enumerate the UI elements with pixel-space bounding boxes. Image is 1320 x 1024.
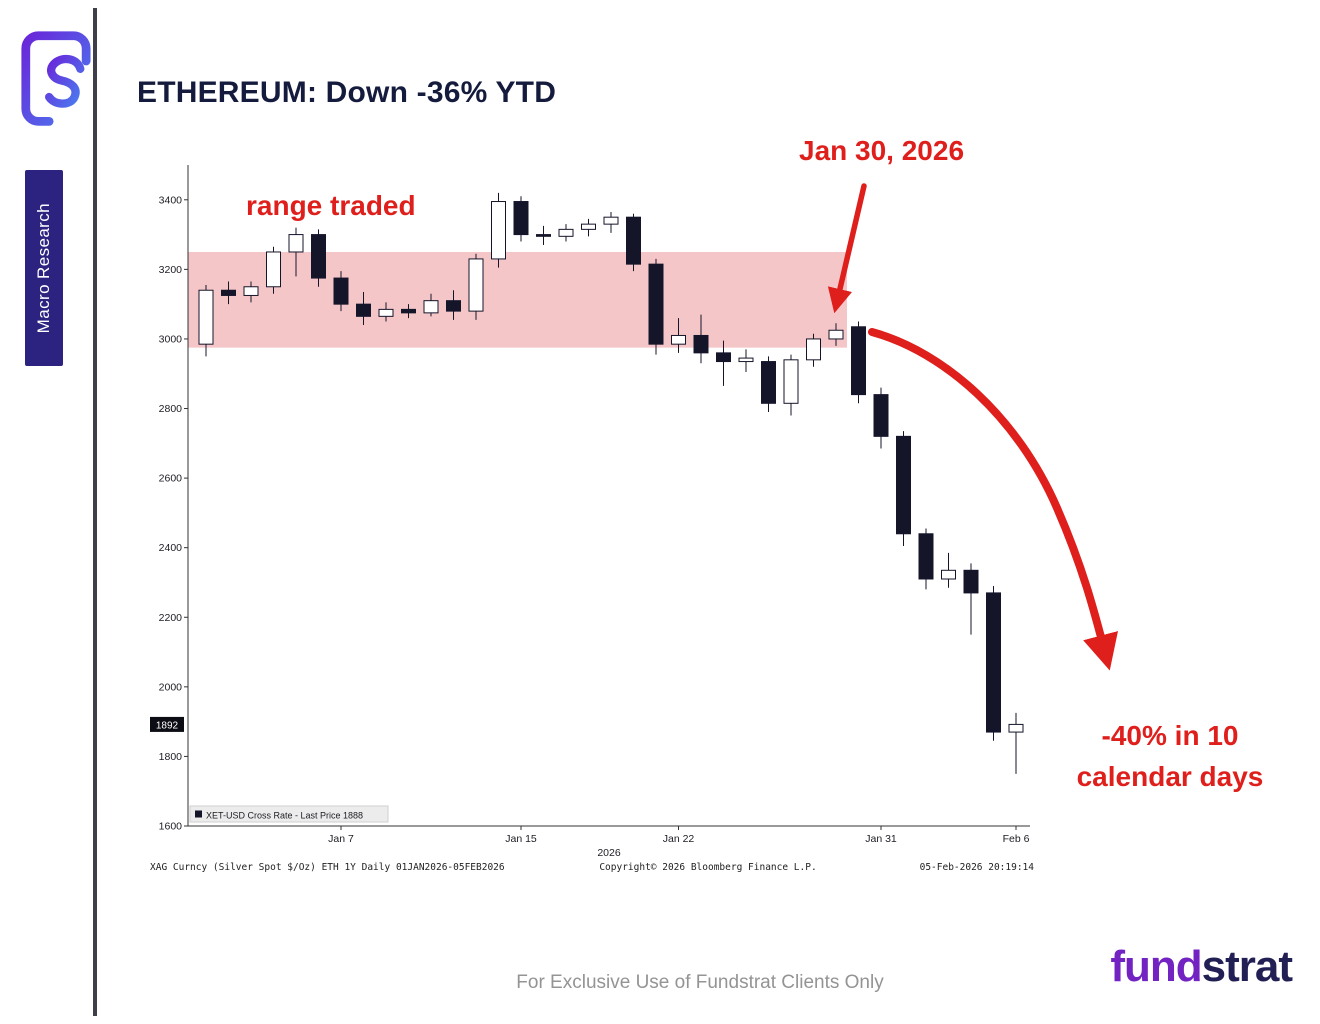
- svg-text:Feb 6: Feb 6: [1003, 833, 1030, 845]
- candlestick: [671, 318, 686, 353]
- svg-text:2000: 2000: [159, 681, 183, 693]
- macro-research-badge: Macro Research: [25, 170, 63, 366]
- candlestick: [783, 354, 799, 416]
- candlestick: [963, 563, 979, 635]
- wordmark-strat: strat: [1201, 942, 1293, 991]
- candlestick: [423, 293, 439, 317]
- candlestick: [378, 302, 394, 322]
- fs-monogram-icon: [21, 31, 91, 126]
- candlestick: [603, 211, 619, 233]
- candlestick: [536, 225, 551, 246]
- candlestick: [311, 229, 326, 287]
- svg-text:1892: 1892: [156, 720, 179, 731]
- annotation-range-traded: range traded: [246, 190, 416, 221]
- candlestick: [986, 585, 1001, 741]
- fundstrat-wordmark: fundstrat: [1110, 942, 1293, 992]
- svg-text:3000: 3000: [159, 333, 183, 345]
- candlestick: [828, 323, 844, 346]
- svg-text:Jan 15: Jan 15: [505, 833, 537, 845]
- svg-text:05-Feb-2026 20:19:14: 05-Feb-2026 20:19:14: [920, 862, 1035, 873]
- svg-text:3200: 3200: [159, 264, 183, 276]
- candlestick: [716, 340, 731, 386]
- candlestick: [243, 281, 259, 303]
- candlestick: [356, 291, 371, 326]
- candlestick: [266, 246, 281, 294]
- macro-research-label: Macro Research: [34, 202, 53, 334]
- svg-text:XET-USD Cross Rate - Last Pric: XET-USD Cross Rate - Last Price 1888: [206, 811, 363, 821]
- candlestick: [401, 304, 416, 319]
- svg-text:2600: 2600: [159, 473, 183, 485]
- svg-text:Jan 31: Jan 31: [865, 833, 897, 845]
- candlestick: [648, 258, 664, 355]
- wordmark-fund: fund: [1110, 942, 1202, 991]
- candlestick: [851, 321, 866, 404]
- svg-text:Jan 7: Jan 7: [328, 833, 354, 845]
- candlestick: [221, 281, 236, 305]
- candlestick: [333, 271, 349, 312]
- svg-text:2400: 2400: [159, 542, 183, 554]
- annotation-decline-line2: calendar days: [1076, 760, 1264, 792]
- candlestick: [873, 387, 889, 449]
- svg-text:2200: 2200: [159, 612, 183, 624]
- svg-text:2800: 2800: [159, 403, 183, 415]
- candlestick: [896, 431, 911, 546]
- range-traded-band: [188, 251, 847, 348]
- candlestick: [468, 253, 484, 320]
- candlestick: [198, 285, 214, 357]
- candlestick: [491, 192, 506, 268]
- candlestick: [446, 290, 461, 320]
- candlestick: [1008, 712, 1024, 774]
- page-title: ETHEREUM: Down -36% YTD: [137, 76, 557, 109]
- candlestick: [558, 224, 574, 242]
- annotation-decline-callout: -40% in 10 calendar days: [1055, 716, 1285, 797]
- candlestick: [941, 552, 956, 588]
- svg-text:Copyright© 2026 Bloomberg Fina: Copyright© 2026 Bloomberg Finance L.P.: [599, 862, 816, 873]
- candlestick: [806, 333, 821, 367]
- last-price-tag: [150, 716, 184, 732]
- annotation-decline-line1: -40% in 10: [1101, 720, 1239, 751]
- candlestick: [738, 349, 754, 372]
- svg-text:3400: 3400: [159, 194, 183, 206]
- bloomberg-chart-canvas: 1600 1800 2000 2200 2400 2600 2800 3000 3200 3400…: [150, 165, 1035, 873]
- candlestick: [761, 356, 776, 413]
- footer-disclaimer: For Exclusive Use of Fundstrat Clients O…: [516, 972, 884, 993]
- candlestick: [288, 227, 304, 277]
- candlestick: [626, 213, 641, 272]
- svg-text:Jan 22: Jan 22: [663, 833, 695, 845]
- svg-text:1800: 1800: [159, 751, 183, 763]
- candlestick: [581, 218, 596, 237]
- candlestick: [513, 196, 529, 242]
- svg-text:XAG Curncy (Silver Spot $/Oz): XAG Curncy (Silver Spot $/Oz) ETH 1Y Dai…: [150, 862, 505, 873]
- vertical-divider: [93, 8, 97, 1016]
- svg-text:2026: 2026: [597, 847, 621, 859]
- candlestick: [693, 314, 709, 364]
- eth-candlestick-chart: 1600 1800 2000 2200 2400 2600 2800 3000 3200 3400…: [148, 140, 1038, 880]
- candlestick: [918, 528, 934, 590]
- chart-legend: [189, 805, 389, 823]
- fundstrat-logo-mark: [18, 26, 92, 136]
- annotation-jan30-date: Jan 30, 2026: [799, 135, 965, 166]
- svg-text:1600: 1600: [159, 821, 183, 833]
